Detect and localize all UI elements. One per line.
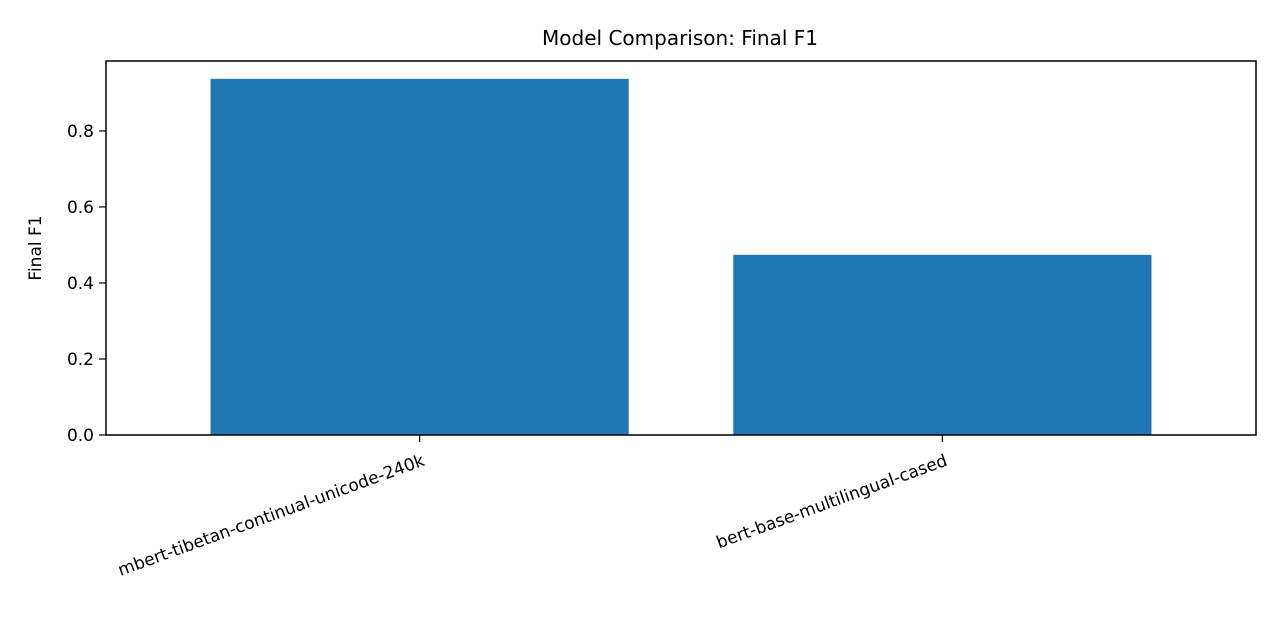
y-axis-label: Final F1	[26, 215, 46, 280]
chart-title: Model Comparison: Final F1	[542, 26, 818, 50]
y-tick-label: 0.4	[67, 274, 94, 294]
bar-1	[210, 78, 629, 435]
y-tick-label: 0.0	[67, 426, 94, 446]
x-tick-label: bert-base-multilingual-cased	[714, 451, 950, 553]
y-tick-label: 0.2	[67, 350, 94, 370]
y-tick-label: 0.8	[67, 122, 94, 142]
x-tick-label: mbert-tibetan-continual-unicode-240k	[115, 451, 427, 581]
bar-2	[733, 254, 1152, 435]
x-ticks-group: mbert-tibetan-continual-unicode-240k bert…	[115, 435, 950, 581]
plot-frame	[105, 60, 1257, 436]
y-ticks-group: 0.0 0.2 0.4 0.6 0.8	[67, 122, 106, 446]
bars-group	[210, 78, 1152, 435]
y-tick-label: 0.6	[67, 198, 94, 218]
